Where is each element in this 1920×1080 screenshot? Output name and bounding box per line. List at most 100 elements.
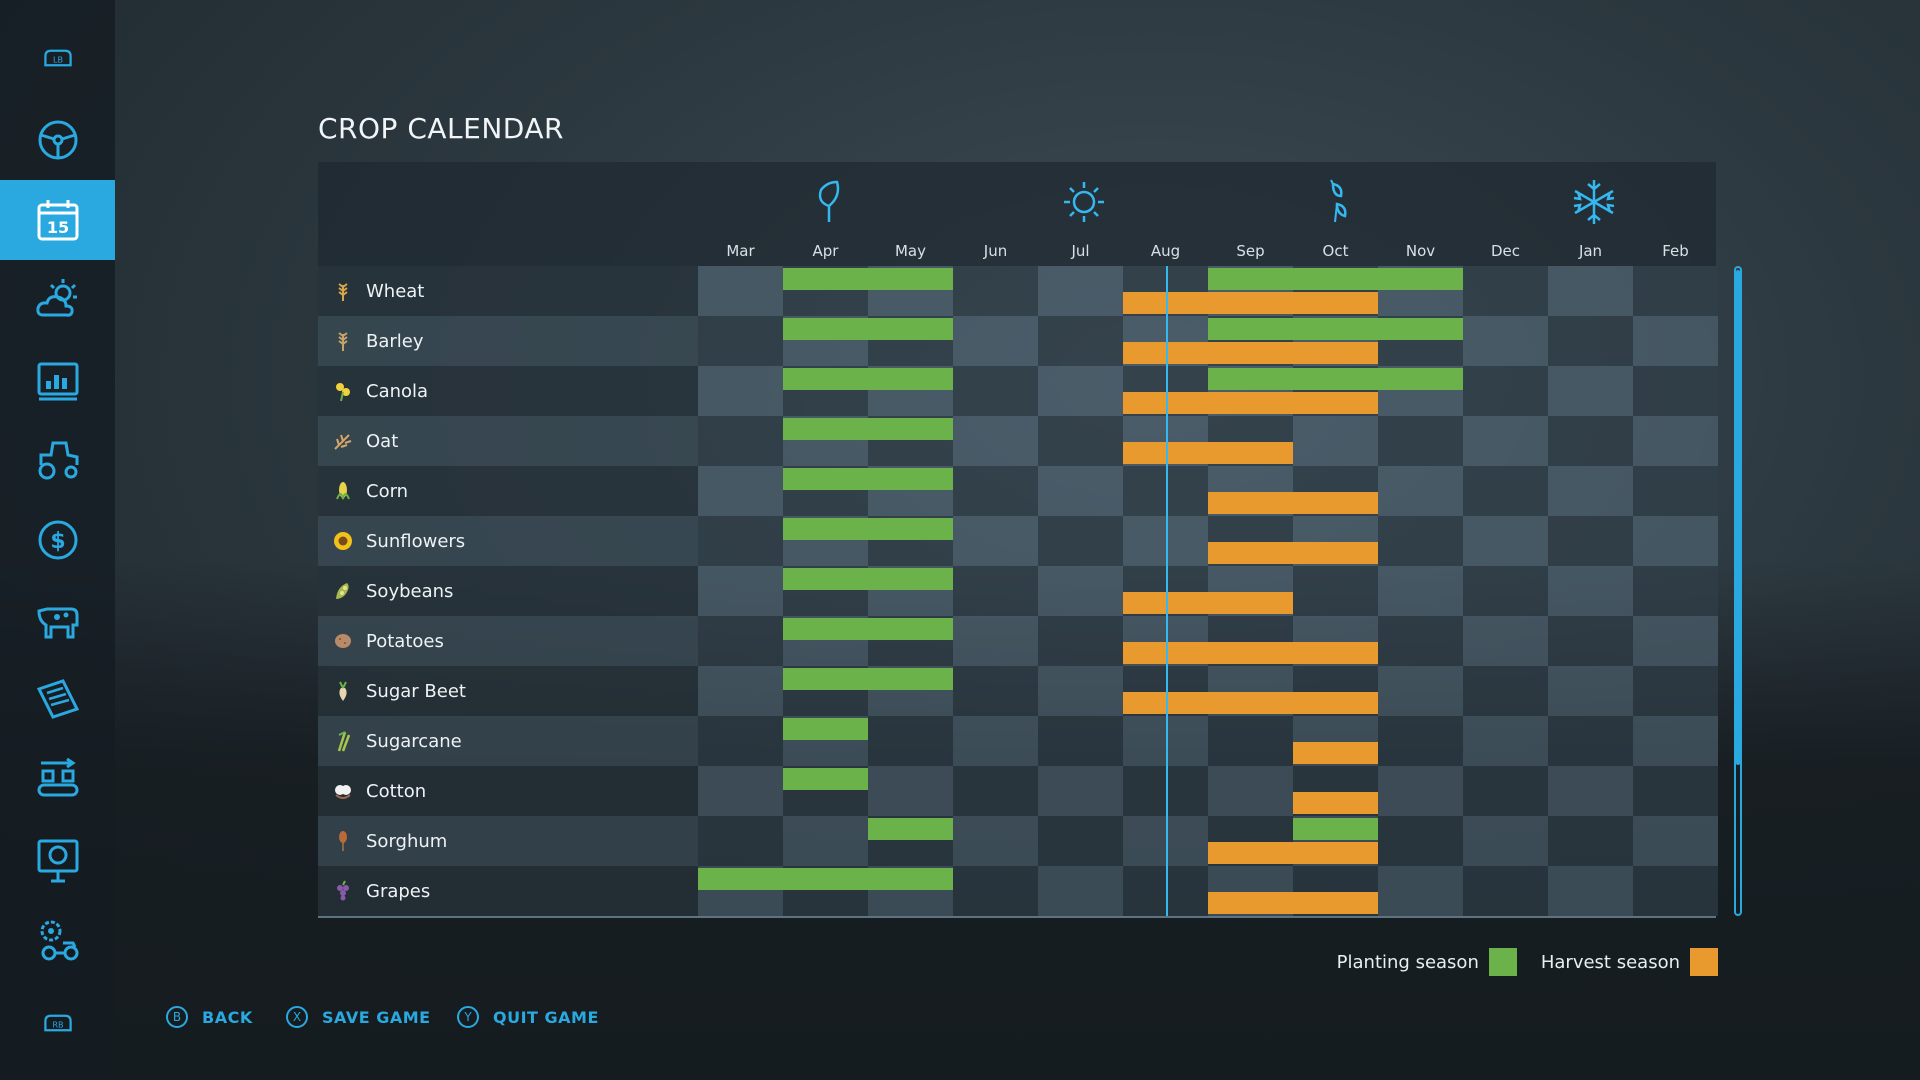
crop-row: Sugar Beet (318, 666, 1718, 716)
harvest-season-bar (1123, 642, 1378, 664)
sunflower-icon (330, 528, 356, 554)
crop-row: Potatoes (318, 616, 1718, 666)
sidebar-item-settings[interactable] (0, 900, 115, 980)
legend-harvest-label: Harvest season (1540, 951, 1680, 973)
month-cell (953, 816, 1038, 866)
month-cell (1633, 266, 1718, 316)
rb-shoulder-icon[interactable]: RB (0, 983, 115, 1063)
crop-name-cell: Soybeans (318, 566, 698, 616)
legend-planting-swatch (1488, 948, 1517, 976)
quit-game-button[interactable]: Y QUIT GAME (457, 1006, 599, 1028)
sidebar-item-production[interactable] (0, 740, 115, 820)
crop-name: Sorghum (366, 830, 448, 852)
month-cell (1548, 466, 1633, 516)
crop-name: Grapes (366, 880, 431, 902)
save-game-button[interactable]: X SAVE GAME (286, 1006, 431, 1028)
month-cell (1038, 716, 1123, 766)
crop-name-cell: Sugar Beet (318, 666, 698, 716)
wheat-icon (330, 278, 356, 304)
month-cell (1463, 866, 1548, 916)
svg-text:LB: LB (52, 55, 62, 65)
month-cell (1378, 866, 1463, 916)
sidebar-item-calendar[interactable]: 15 (0, 180, 115, 260)
month-cell (1038, 666, 1123, 716)
legend-planting-label: Planting season (1336, 951, 1479, 973)
lb-shoulder-icon[interactable]: LB (0, 18, 115, 98)
month-label: Oct (1322, 242, 1349, 260)
month-label: Jan (1578, 242, 1603, 260)
month-cell (1293, 566, 1378, 616)
crop-row: Grapes (318, 866, 1718, 916)
month-label: Sep (1236, 242, 1265, 260)
month-cell (1633, 866, 1718, 916)
quit-game-button-label: QUIT GAME (493, 1007, 599, 1027)
harvest-season-bar (1123, 292, 1378, 314)
month-cell (1378, 516, 1463, 566)
month-cell (1378, 616, 1463, 666)
animals-icon (36, 607, 78, 639)
planting-season-bar (783, 268, 953, 290)
month-cell (698, 266, 783, 316)
sidebar-item-weather[interactable] (0, 260, 115, 340)
month-cell (698, 566, 783, 616)
crop-name: Barley (366, 330, 424, 352)
current-date-marker (1165, 266, 1168, 916)
sidebar-item-statistics[interactable] (0, 340, 115, 420)
scrollbar-track[interactable] (1734, 266, 1742, 916)
month-cell (953, 366, 1038, 416)
month-cell (1548, 666, 1633, 716)
sidebar-item-contracts[interactable] (0, 660, 115, 740)
month-cell (1038, 416, 1123, 466)
month-cell (1463, 566, 1548, 616)
sidebar-item-animals[interactable] (0, 580, 115, 660)
planting-season-bar (783, 668, 953, 690)
month-cell (1548, 366, 1633, 416)
month-label: Jun (983, 242, 1008, 260)
month-cell (1548, 566, 1633, 616)
planting-season-bar (783, 768, 868, 790)
weather-icon (35, 279, 77, 317)
crop-name-cell: Canola (318, 366, 698, 416)
month-cell (1463, 366, 1548, 416)
month-cell (868, 766, 953, 816)
crop-name: Soybeans (366, 580, 454, 602)
y-button-icon: Y (457, 1006, 479, 1028)
month-cell (1633, 616, 1718, 666)
crop-row: Sorghum (318, 816, 1718, 866)
month-cell (1463, 316, 1548, 366)
month-cell (1463, 466, 1548, 516)
harvest-season-bar (1123, 692, 1378, 714)
save-game-button-label: SAVE GAME (322, 1007, 431, 1027)
sugarcane-icon (330, 728, 356, 754)
month-label: Jul (1071, 242, 1090, 260)
month-cell (1378, 716, 1463, 766)
falling-leaves-icon (1315, 178, 1363, 226)
scrollbar-thumb[interactable] (1736, 270, 1740, 765)
settings-icon (40, 920, 78, 961)
sidebar-item-vehicles[interactable] (0, 420, 115, 500)
planting-season-bar (1208, 318, 1463, 340)
crop-name: Cotton (366, 780, 427, 802)
crop-name-cell: Potatoes (318, 616, 698, 666)
planting-season-bar (1208, 268, 1463, 290)
month-cell (1548, 266, 1633, 316)
month-cell (783, 816, 868, 866)
month-cell (953, 616, 1038, 666)
harvest-season-bar (1208, 492, 1378, 514)
back-button[interactable]: B BACK (166, 1006, 253, 1028)
sidebar-item-vehicle[interactable] (0, 100, 115, 180)
month-cell (1378, 816, 1463, 866)
crop-name: Corn (366, 480, 409, 502)
month-cell (1038, 266, 1123, 316)
month-cell (698, 416, 783, 466)
month-label: Apr (812, 242, 839, 260)
sidebar-item-finances[interactable]: $ (0, 500, 115, 580)
help-icon (37, 839, 78, 883)
sidebar-item-help[interactable] (0, 820, 115, 900)
month-cell (1463, 416, 1548, 466)
crop-name-cell: Grapes (318, 866, 698, 916)
corn-icon (330, 478, 356, 504)
planting-season-bar (783, 468, 953, 490)
svg-text:$: $ (50, 529, 65, 554)
month-cell (1633, 816, 1718, 866)
